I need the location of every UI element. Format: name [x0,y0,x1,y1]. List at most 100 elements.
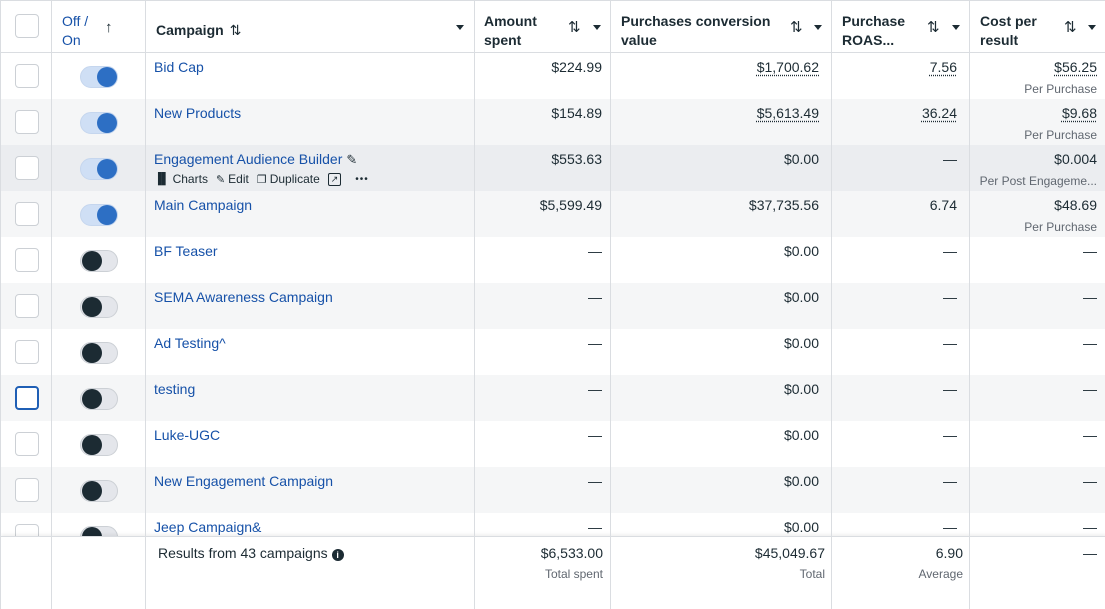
select-all-checkbox[interactable] [15,14,39,38]
toggle-knob [82,481,102,501]
toggle-knob [82,343,102,363]
table-row[interactable]: Jeep Campaign& — $0.00 — — [1,513,1105,536]
campaign-name[interactable]: testing [154,381,196,397]
open-external-action[interactable]: ↗ [327,172,356,186]
sort-icon[interactable]: ⇅ [568,19,581,36]
row-checkbox[interactable] [15,386,39,410]
row-checkbox[interactable] [15,524,39,536]
table-row[interactable]: testing — $0.00 — — [1,375,1105,421]
amount-spent-header[interactable]: Amount spent [484,12,537,64]
info-icon[interactable]: i [331,549,344,561]
amount-spent-value: $224.99 [551,59,602,75]
pencil-icon[interactable]: ✎ [346,152,358,167]
sort-icon[interactable]: ⇅ [790,19,803,36]
pcv-value: $0.00 [783,289,819,305]
campaign-name[interactable]: SEMA Awareness Campaign [154,289,333,305]
roas-value[interactable]: 7.56 [929,59,957,75]
purchases-conversion-value-header[interactable]: Purchases conversion value [621,12,770,64]
campaign-toggle[interactable] [80,112,118,134]
table-row[interactable]: Engagement Audience Builder ✎ ▐▌ Charts ✎ Edi… [1,145,1105,191]
campaign-name-link[interactable]: New Products [154,105,241,121]
row-checkbox[interactable] [15,340,39,364]
pcv-value[interactable]: $1,700.62 [756,59,819,75]
row-checkbox[interactable] [15,202,39,226]
campaign-name[interactable]: BF Teaser [154,243,218,259]
sort-icon[interactable]: ⇅ [1064,19,1077,36]
campaign-toggle[interactable] [80,250,118,272]
table-row[interactable]: New Engagement Campaign — $0.00 — — [1,467,1105,513]
cost-per-result-value[interactable]: $9.68 [1061,105,1097,121]
cost-per-result-header[interactable]: Cost per result [980,12,1037,64]
roas-value: — [943,473,957,489]
campaign-name[interactable]: Jeep Campaign& [154,519,262,535]
campaign-toggle[interactable] [80,66,118,88]
table-row[interactable]: Luke-UGC — $0.00 — — [1,421,1105,467]
campaign-name-link[interactable]: testing [154,381,195,397]
row-checkbox[interactable] [15,110,39,134]
campaign-header[interactable]: Campaign ⇅ [156,21,241,73]
roas-value[interactable]: 36.24 [921,105,957,121]
amount-spent-value: $553.63 [551,151,602,167]
campaign-name-link[interactable]: Main Campaign [154,197,252,213]
chevron-down-icon[interactable] [1088,25,1096,30]
campaign-name[interactable]: Main Campaign [154,197,253,213]
row-checkbox[interactable] [15,432,39,456]
table-row[interactable]: Ad Testing^ — $0.00 — — [1,329,1105,375]
pcv-value: $0.00 [783,151,819,167]
table-row[interactable]: BF Teaser — $0.00 — — [1,237,1105,283]
results-summary-label: Results from 43 campaigns [158,545,328,561]
chevron-down-icon[interactable] [456,25,464,30]
pcv-value: $37,735.56 [748,197,819,213]
campaign-name-link[interactable]: Engagement Audience Builder ✎ [154,151,357,168]
campaign-name[interactable]: Luke-UGC [154,427,221,443]
campaign-toggle[interactable] [80,342,118,364]
campaign-toggle[interactable] [80,526,118,536]
table-row[interactable]: Main Campaign $5,599.49 $37,735.56 6.74 $48.… [1,191,1105,237]
campaign-name-link[interactable]: Bid Cap [154,59,204,75]
campaign-name-link[interactable]: BF Teaser [154,243,218,259]
campaign-name-link[interactable]: SEMA Awareness Campaign [154,289,333,305]
table-row[interactable]: New Products $154.89 $5,613.49 36.24 $9.68 Pe… [1,99,1105,145]
row-checkbox[interactable] [15,294,39,318]
more-options-icon[interactable]: ••• [355,173,369,185]
row-checkbox[interactable] [15,478,39,502]
cost-per-result-type: Per Purchase [1024,82,1097,96]
column-divider [474,0,475,609]
sort-icon[interactable]: ⇅ [229,22,242,38]
average-roas: 6.90 [935,545,963,561]
campaign-name-link[interactable]: Jeep Campaign& [154,519,261,535]
campaign-name[interactable]: New Engagement Campaign [154,473,333,489]
campaign-name[interactable]: Bid Cap [154,59,204,75]
edit-action[interactable]: ✎ Edit [216,172,257,186]
sort-icon[interactable]: ⇅ [927,19,940,36]
purchase-roas-header[interactable]: Purchase ROAS... [842,12,905,64]
cost-per-result-value[interactable]: $56.25 [1054,59,1097,75]
campaign-toggle[interactable] [80,434,118,456]
off-on-header[interactable]: Off / On [62,12,88,64]
campaign-name[interactable]: Engagement Audience Builder [154,151,343,167]
campaign-toggle[interactable] [80,296,118,318]
campaign-toggle[interactable] [80,480,118,502]
charts-action[interactable]: ▐▌ Charts [154,172,216,186]
campaign-name-link[interactable]: New Engagement Campaign [154,473,333,489]
campaign-toggle[interactable] [80,388,118,410]
chevron-down-icon[interactable] [593,25,601,30]
campaign-name[interactable]: New Products [154,105,242,121]
campaign-toggle[interactable] [80,204,118,226]
bar-chart-icon: ▐▌ [154,173,170,185]
sort-up-arrow-icon[interactable]: ↑ [105,19,113,36]
row-actions: ▐▌ Charts ✎ Edit ❐ Duplicate ↗ ••• [154,172,369,186]
campaign-toggle[interactable] [80,158,118,180]
row-checkbox[interactable] [15,248,39,272]
campaign-name-link[interactable]: Ad Testing^ [154,335,226,351]
table-row[interactable]: Bid Cap $224.99 $1,700.62 7.56 $56.25 Per Pur… [1,53,1105,99]
duplicate-action[interactable]: ❐ Duplicate [257,172,328,186]
chevron-down-icon[interactable] [952,25,960,30]
row-checkbox[interactable] [15,156,39,180]
chevron-down-icon[interactable] [814,25,822,30]
table-row[interactable]: SEMA Awareness Campaign — $0.00 — — [1,283,1105,329]
pcv-value[interactable]: $5,613.49 [756,105,819,121]
row-checkbox[interactable] [15,64,39,88]
campaign-name-link[interactable]: Luke-UGC [154,427,220,443]
campaign-name[interactable]: Ad Testing^ [154,335,226,351]
